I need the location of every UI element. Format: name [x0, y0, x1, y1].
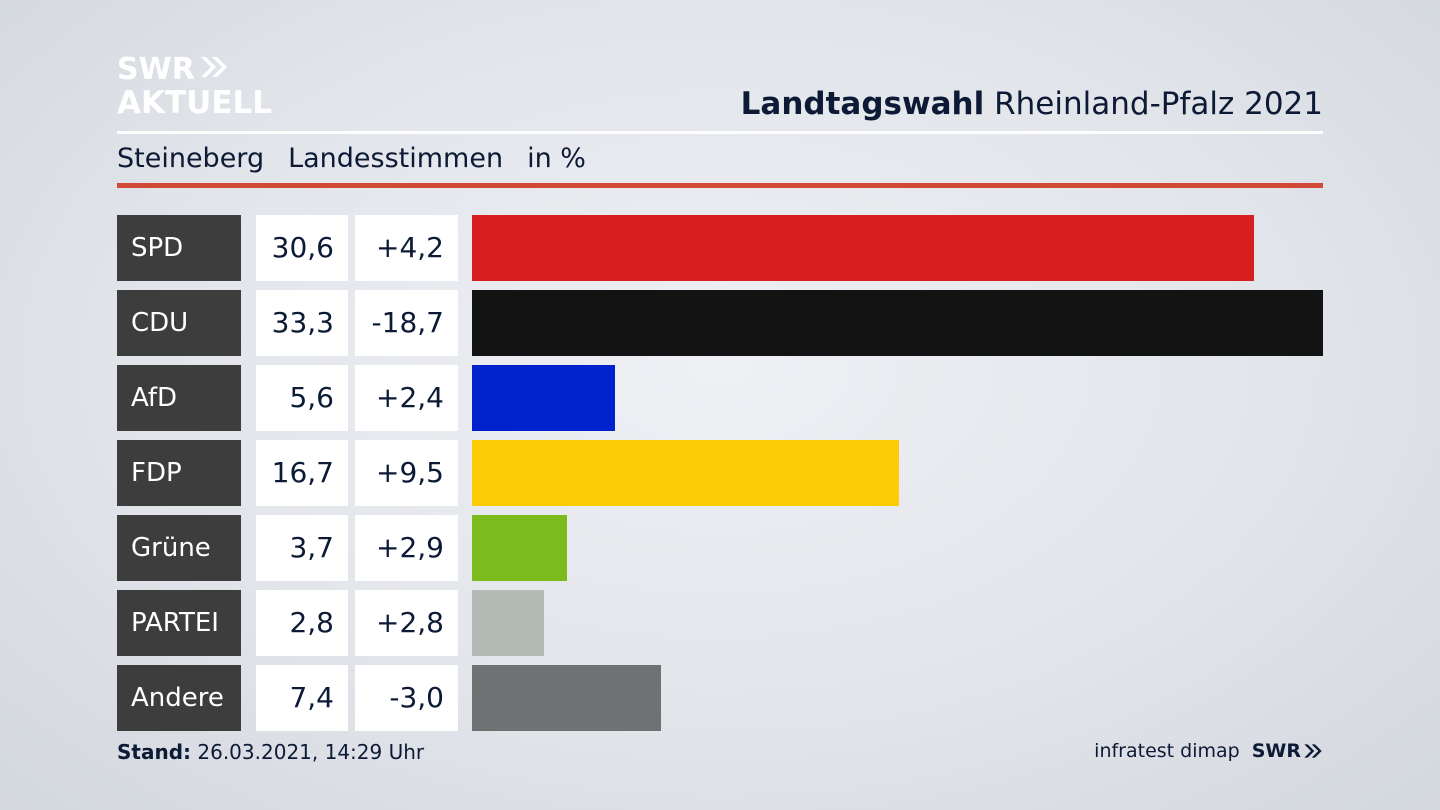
vote-change-value: +2,9 — [355, 515, 458, 581]
vote-change-value: +9,5 — [355, 440, 458, 506]
subtitle-place: Steineberg — [117, 143, 265, 174]
logo-swr-text: SWR — [117, 52, 195, 87]
title-bold: Landtagswahl — [740, 86, 985, 122]
vote-share-bar — [472, 665, 661, 731]
accent-divider — [117, 183, 1323, 188]
subtitle-unit: in % — [527, 143, 586, 174]
vote-change-value: +2,8 — [355, 590, 458, 656]
result-row: AfD 5,6 +2,4 — [117, 365, 1323, 431]
result-row: Grüne 3,7 +2,9 — [117, 515, 1323, 581]
result-row: PARTEI 2,8 +2,8 — [117, 590, 1323, 656]
vote-share-value: 16,7 — [256, 440, 348, 506]
stand-label: Stand: — [117, 740, 192, 764]
vote-change-value: -3,0 — [355, 665, 458, 731]
vote-change-value: +2,4 — [355, 365, 458, 431]
vote-share-bar — [472, 515, 567, 581]
chart-subtitle: Steineberg Landesstimmen in % — [117, 143, 586, 174]
result-row: FDP 16,7 +9,5 — [117, 440, 1323, 506]
party-label: FDP — [117, 440, 241, 506]
vote-share-bar — [472, 215, 1254, 281]
party-label: PARTEI — [117, 590, 241, 656]
swr-aktuell-logo: SWR AKTUELL — [117, 52, 273, 121]
result-row: SPD 30,6 +4,2 — [117, 215, 1323, 281]
subtitle-vote-type: Landesstimmen — [288, 143, 504, 174]
double-chevron-icon — [1304, 744, 1322, 758]
source-credit: infratest dimap SWR — [1094, 740, 1323, 762]
vote-share-value: 2,8 — [256, 590, 348, 656]
vote-share-value: 5,6 — [256, 365, 348, 431]
vote-share-bar — [472, 365, 615, 431]
source-text: infratest dimap — [1094, 740, 1240, 762]
results-bar-chart: SPD 30,6 +4,2 CDU 33,3 -18,7 AfD 5,6 +2,4 FDP 16,7… — [117, 215, 1323, 731]
party-label: Grüne — [117, 515, 241, 581]
vote-share-bar — [472, 290, 1323, 356]
result-row: Andere 7,4 -3,0 — [117, 665, 1323, 731]
party-label: Andere — [117, 665, 241, 731]
title-rest: Rheinland-Pfalz 2021 — [994, 86, 1323, 122]
vote-share-value: 30,6 — [256, 215, 348, 281]
vote-change-value: -18,7 — [355, 290, 458, 356]
stand-value: 26.03.2021, 14:29 Uhr — [197, 740, 425, 764]
vote-share-value: 7,4 — [256, 665, 348, 731]
vote-share-bar — [472, 590, 544, 656]
swr-footer-logo: SWR — [1252, 740, 1323, 762]
logo-aktuell-text: AKTUELL — [117, 85, 273, 121]
vote-change-value: +4,2 — [355, 215, 458, 281]
vote-share-value: 33,3 — [256, 290, 348, 356]
vote-share-bar — [472, 440, 899, 506]
double-chevron-icon — [199, 54, 229, 86]
party-label: SPD — [117, 215, 241, 281]
timestamp: Stand: 26.03.2021, 14:29 Uhr — [117, 740, 424, 764]
chart-title: Landtagswahl Rheinland-Pfalz 2021 — [741, 86, 1323, 122]
party-label: AfD — [117, 365, 241, 431]
result-row: CDU 33,3 -18,7 — [117, 290, 1323, 356]
vote-share-value: 3,7 — [256, 515, 348, 581]
header-divider — [117, 131, 1323, 134]
swr-footer-text: SWR — [1251, 740, 1301, 762]
party-label: CDU — [117, 290, 241, 356]
